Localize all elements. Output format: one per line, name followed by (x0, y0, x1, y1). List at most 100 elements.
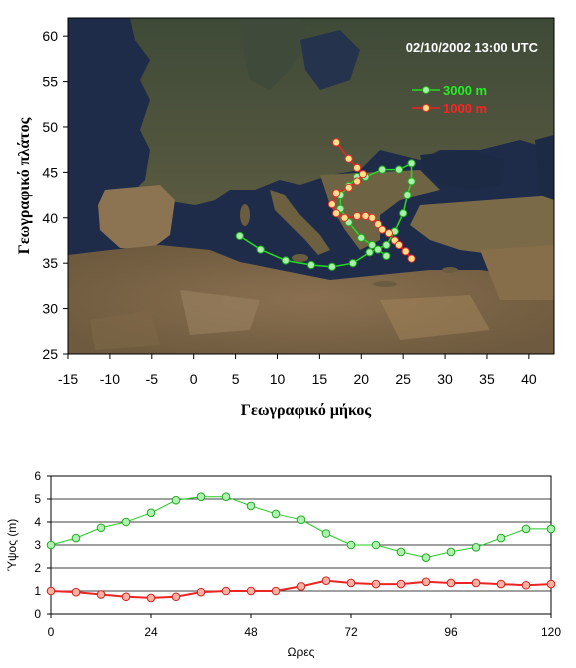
map-x-tick-label: -10 (100, 371, 120, 387)
ts-series-point (46, 540, 56, 550)
map-trajectory-point (361, 211, 370, 221)
map-y-tick-label: 60 (42, 28, 58, 44)
map-annotation: 02/10/2002 13:00 UTC (406, 40, 539, 55)
ts-x-axis-label: Ωρες (288, 645, 315, 659)
ts-y-tick-label: 5 (34, 492, 41, 506)
ts-series-point (71, 587, 81, 597)
ts-series-point (221, 586, 231, 596)
ts-series-point (171, 592, 181, 602)
map-trajectory-point (382, 240, 391, 250)
map-trajectory-point (344, 183, 353, 192)
ts-x-tick-label: 72 (344, 625, 358, 639)
map-x-tick-label: 40 (521, 371, 537, 387)
ts-series-point (496, 533, 506, 543)
ts-series-point (196, 587, 206, 597)
map-trajectory-point (256, 245, 265, 254)
map-trajectory-point (401, 247, 410, 256)
ts-series-point (96, 523, 106, 533)
ts-series-point (71, 533, 81, 543)
map-y-axis-label: Γεωγραφικό πλάτος (16, 117, 33, 254)
ts-series-point (121, 517, 131, 527)
map-y-tick-label: 35 (42, 255, 58, 271)
map-trajectory-point (352, 211, 362, 221)
ts-series-point (146, 508, 156, 518)
map-y-tick-label: 40 (42, 210, 58, 226)
map-trajectory-point (327, 200, 337, 209)
ts-y-tick-label: 4 (34, 515, 41, 529)
map-legend-label-3000: 3000 m (443, 83, 487, 98)
map-x-tick-label: -5 (146, 371, 159, 387)
ts-series-point (521, 580, 531, 590)
ts-series-point (296, 582, 306, 591)
map-trajectory-point (365, 248, 374, 257)
map-trajectory-point (235, 231, 244, 241)
ts-y-tick-label: 6 (34, 469, 41, 483)
ts-series-point (96, 590, 106, 599)
map-trajectory-point (340, 213, 349, 222)
ts-y-axis-label: Ύψος (m) (5, 519, 19, 572)
satellite-map-background (68, 18, 554, 354)
map-y-tick-label: 30 (42, 301, 58, 317)
ts-series-point (171, 495, 181, 505)
map-trajectory-point (399, 209, 408, 218)
map-trajectory-point (332, 209, 341, 218)
ts-series-point (471, 543, 481, 552)
ts-series-point (346, 540, 356, 550)
ts-y-tick-label: 0 (34, 607, 41, 621)
map-trajectory-point (306, 260, 316, 270)
map-y-tick-label: 25 (42, 346, 58, 362)
time-series-panel: 0 24 48 72 96 120 0 1 2 3 4 5 6 Ωρες Ύψος (m) (5, 469, 561, 659)
ts-series-point (46, 586, 56, 596)
map-trajectory-point (373, 220, 383, 229)
map-trajectory-point (332, 138, 341, 147)
map-x-tick-label: 20 (353, 371, 369, 387)
ts-x-tick-label: 120 (541, 625, 561, 639)
ts-series-point (371, 579, 381, 589)
map-trajectory-point (394, 240, 404, 250)
ts-x-tick-label: 24 (144, 625, 158, 639)
map-trajectory-point (352, 163, 362, 172)
ts-series-point (396, 579, 406, 589)
ts-series-point (521, 524, 531, 534)
map-trajectory-point (368, 213, 377, 222)
ts-series-point (246, 586, 256, 596)
map-trajectory-point (344, 154, 353, 163)
ts-series-point (471, 578, 481, 588)
ts-x-tick-label: 96 (444, 625, 458, 639)
ts-series-point (446, 547, 456, 557)
map-legend-label-1000: 1000 m (443, 101, 487, 116)
time-series-series (46, 492, 556, 603)
map-trajectory-point (327, 262, 337, 271)
ts-series-point (496, 579, 506, 589)
ts-series-point (371, 540, 381, 550)
ts-series-point (221, 492, 231, 502)
map-x-tick-label: 35 (479, 371, 495, 387)
map-x-tick-label: 0 (190, 371, 198, 387)
ts-series-point (321, 529, 331, 538)
ts-series-point (271, 586, 281, 596)
ts-series-point (546, 524, 556, 534)
ts-series-point (421, 577, 431, 587)
map-trajectory-point (357, 233, 366, 242)
ts-series-point (196, 492, 206, 502)
ts-series-point (146, 593, 156, 603)
map-trajectory-point (382, 251, 391, 261)
map-panel: -15 -10 -5 0 5 10 15 20 25 30 35 40 25 30 35 40 45 50 55 60… (16, 17, 555, 419)
map-trajectory-point (368, 240, 377, 250)
map-trajectory-point (348, 259, 357, 268)
map-y-tick-label: 50 (42, 119, 58, 135)
map-trajectory-point (403, 190, 412, 200)
map-axes: -15 -10 -5 0 5 10 15 20 25 30 35 40 25 30 35 40 45 50 55 60 (42, 28, 536, 387)
map-trajectory-point (407, 254, 416, 263)
ts-series-point (546, 579, 556, 589)
time-series-axes: 0 24 48 72 96 120 0 1 2 3 4 5 6 (34, 469, 561, 639)
ts-series-point (446, 578, 456, 588)
map-trajectory-point (407, 177, 416, 186)
ts-series-point (346, 578, 356, 588)
map-y-tick-label: 45 (42, 164, 58, 180)
map-series (235, 138, 416, 271)
map-trajectory-point (332, 189, 341, 198)
ts-series-point (396, 547, 406, 557)
map-x-tick-label: 15 (312, 371, 328, 387)
